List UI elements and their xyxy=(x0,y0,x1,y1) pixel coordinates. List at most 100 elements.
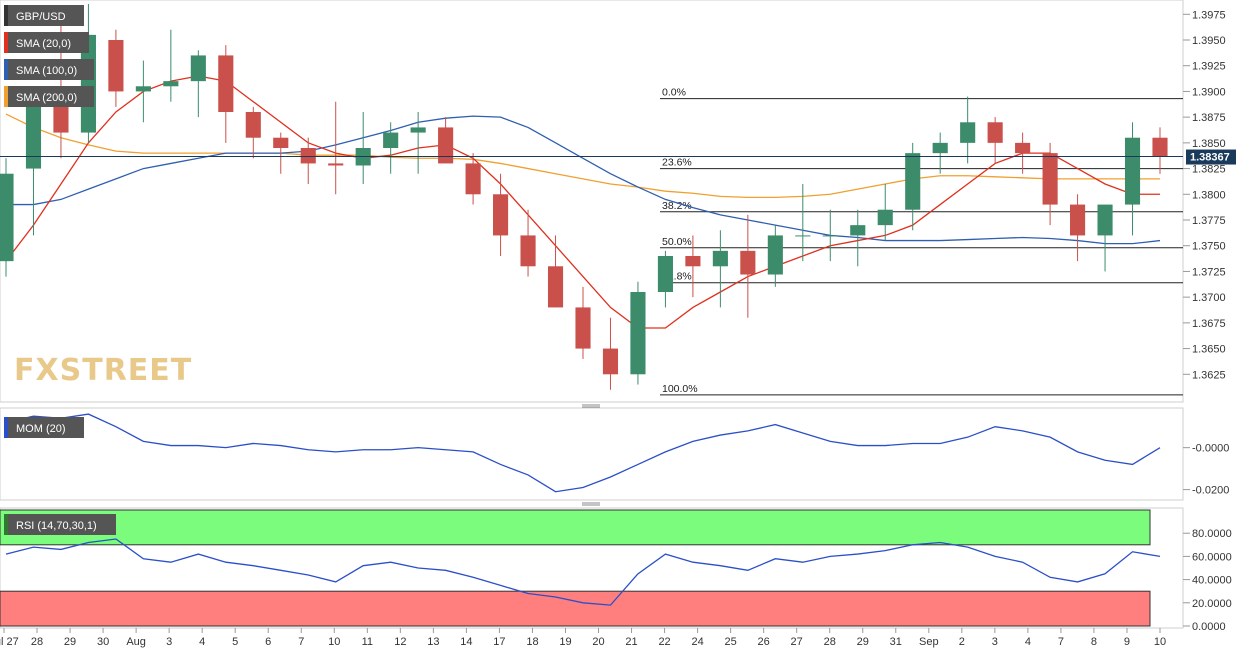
price-tick-label: 1.3625 xyxy=(1192,369,1226,381)
candle xyxy=(657,250,673,308)
rsi-line xyxy=(5,538,1161,606)
x-tick-label: Jul 27 xyxy=(0,636,19,648)
fibonacci-levels: 0.0%23.6%38.2%50.0%61.8%100.0% xyxy=(660,87,1183,396)
price-tick-label: 1.3775 xyxy=(1192,215,1226,227)
candle-body xyxy=(328,163,344,166)
legend-mom[interactable]: MOM (20) xyxy=(4,417,84,438)
candle-body xyxy=(163,81,179,87)
fib-label: 50.0% xyxy=(662,236,692,248)
x-tick-label: 7 xyxy=(1058,636,1064,648)
candle-body xyxy=(905,153,921,210)
x-tick-label: 22 xyxy=(658,636,670,648)
x-tick-label: 9 xyxy=(1124,636,1130,648)
current-price-label: 1.38367 xyxy=(1190,152,1230,164)
legend-symbol-label: GBP/USD xyxy=(16,11,66,23)
candle xyxy=(25,91,42,236)
candle-body xyxy=(657,256,673,292)
legend-sma100-label: SMA (100,0) xyxy=(16,65,77,77)
legend-symbol[interactable]: GBP/USD xyxy=(4,5,84,26)
candle-body xyxy=(1042,153,1058,205)
candle-body xyxy=(0,173,14,262)
candle xyxy=(1152,127,1168,174)
candle-body xyxy=(795,235,811,237)
x-tick-label: 12 xyxy=(394,636,406,648)
candle xyxy=(1124,122,1141,236)
candle-body xyxy=(685,256,701,267)
price-tick-label: 1.3750 xyxy=(1192,241,1226,253)
mom-tick-label: -0.0200 xyxy=(1192,485,1229,497)
candle-body xyxy=(465,163,481,195)
candle xyxy=(987,117,1003,164)
price-tick-label: 1.3700 xyxy=(1192,292,1226,304)
rsi-tick-label: 80.0000 xyxy=(1192,528,1232,540)
x-tick-label: 3 xyxy=(166,636,172,648)
candle-body xyxy=(410,127,426,133)
mom-line xyxy=(5,413,1161,493)
candle xyxy=(850,209,866,267)
candle-body xyxy=(245,112,261,138)
x-tick-label: 28 xyxy=(31,636,43,648)
candle-body xyxy=(108,40,124,92)
candle-body xyxy=(602,348,619,375)
panel-splitter-1[interactable] xyxy=(582,404,600,408)
candle xyxy=(547,235,564,308)
candle-body xyxy=(767,235,783,275)
candle xyxy=(328,101,344,195)
candle xyxy=(740,214,756,318)
price-axis: 1.3975 1.3950 1.3925 1.3900 1.3875 1.3850 1.38… xyxy=(1183,9,1226,381)
candle xyxy=(245,106,261,159)
mom-axis: -0.0000 -0.0200 xyxy=(1183,443,1229,497)
candlesticks xyxy=(0,4,1168,390)
x-axis: Jul 27282930Aug3456710111213141718192021… xyxy=(0,628,1166,648)
x-tick-label: 5 xyxy=(232,636,238,648)
price-tick-label: 1.3950 xyxy=(1192,35,1226,47)
legend-sma100[interactable]: SMA (100,0) xyxy=(4,59,94,80)
candle-body xyxy=(135,86,151,92)
candle xyxy=(630,281,646,385)
fib-label: 0.0% xyxy=(662,87,686,99)
candle xyxy=(273,132,289,174)
candle-body xyxy=(987,122,1003,143)
x-tick-label: 27 xyxy=(791,636,803,648)
candle-body xyxy=(438,127,454,164)
candle xyxy=(602,317,619,390)
candle xyxy=(218,45,234,143)
candle-body xyxy=(932,142,948,154)
price-tick-label: 1.3650 xyxy=(1192,344,1226,356)
panel-splitter-2[interactable] xyxy=(582,502,600,506)
candle-body xyxy=(822,235,838,237)
legend-sma20[interactable]: SMA (20,0) xyxy=(4,32,89,53)
x-tick-label: 2 xyxy=(959,636,965,648)
fib-label: 23.6% xyxy=(662,157,692,169)
price-tick-label: 1.3825 xyxy=(1192,164,1226,176)
legend-rsi-label: RSI (14,70,30,1) xyxy=(16,520,97,532)
x-tick-label: 20 xyxy=(592,636,604,648)
sma200-path xyxy=(5,113,1160,199)
legend-sma200[interactable]: SMA (200,0) xyxy=(4,86,94,107)
candle xyxy=(795,184,811,262)
fib-label: 100.0% xyxy=(662,383,698,395)
mom-path xyxy=(5,413,1161,493)
x-tick-label: 26 xyxy=(758,636,770,648)
legend-mom-label: MOM (20) xyxy=(16,423,66,435)
x-tick-label: 18 xyxy=(526,636,538,648)
candle-body xyxy=(1070,204,1086,236)
fxstreet-watermark: FXSTREET xyxy=(14,353,191,388)
candle-body xyxy=(218,55,234,112)
candle xyxy=(0,158,14,277)
x-tick-label: 29 xyxy=(857,636,869,648)
x-tick-label: Aug xyxy=(126,636,146,648)
candle xyxy=(712,230,728,308)
x-tick-label: 30 xyxy=(97,636,109,648)
x-tick-label: 3 xyxy=(992,636,998,648)
candle xyxy=(877,184,893,241)
price-tick-label: 1.3875 xyxy=(1192,112,1226,124)
candle xyxy=(822,209,838,262)
x-tick-label: 17 xyxy=(493,636,505,648)
legend-rsi[interactable]: RSI (14,70,30,1) xyxy=(4,514,116,535)
candle-body xyxy=(712,250,728,267)
candle xyxy=(465,153,481,205)
candle xyxy=(520,209,536,277)
mom-tick-label: -0.0000 xyxy=(1192,443,1229,455)
candle xyxy=(1015,132,1031,174)
